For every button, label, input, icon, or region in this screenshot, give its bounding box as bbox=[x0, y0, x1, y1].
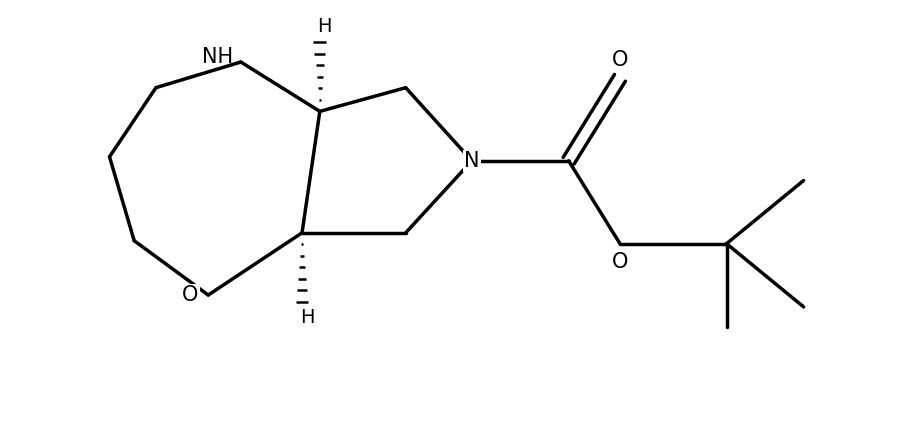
Text: O: O bbox=[612, 50, 628, 70]
Text: O: O bbox=[612, 251, 628, 272]
Text: O: O bbox=[183, 285, 198, 305]
Text: H: H bbox=[317, 18, 332, 36]
Text: NH: NH bbox=[202, 47, 233, 67]
Text: N: N bbox=[464, 151, 479, 171]
Text: H: H bbox=[300, 308, 314, 327]
